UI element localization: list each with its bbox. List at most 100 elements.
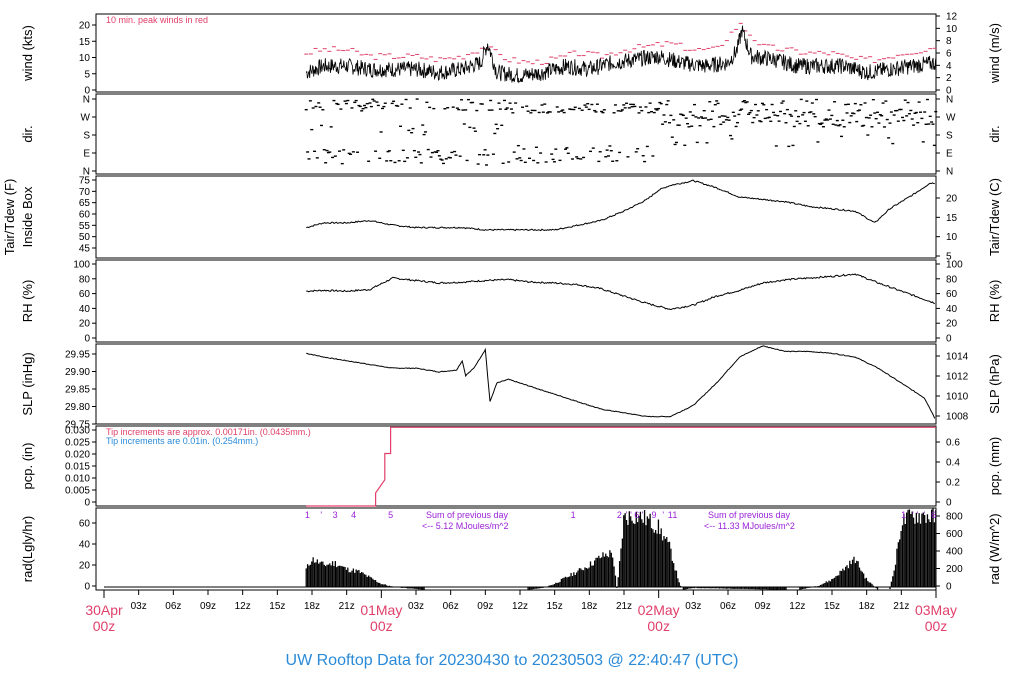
- air-temperature-line: [306, 179, 935, 232]
- pcp-left-label: pcp. (in): [20, 443, 35, 490]
- rh-panel-frame: [95, 259, 937, 343]
- rad-sum-1-line1: Sum of previous day: [426, 510, 509, 520]
- rh-left-tick-label: 40: [79, 304, 91, 315]
- hour-tick-label: 06z: [165, 601, 181, 612]
- rh-left-label: RH (%): [20, 280, 35, 323]
- hour-tick-label: 09z: [755, 601, 771, 612]
- dir-left-tick-label: W: [81, 113, 91, 124]
- temp-right-tick-label: 20: [946, 194, 958, 205]
- day-date-label: 30Apr: [85, 602, 123, 618]
- rh-right-tick-label: 100: [946, 260, 963, 271]
- wind-left-tick-label: 5: [84, 69, 90, 80]
- rh-left-tick-label: 80: [79, 274, 91, 285]
- pcp-note-blue: Tip increments are 0.01in. (0.254mm.): [106, 436, 258, 446]
- hour-tick-label: 12z: [235, 601, 251, 612]
- wind-left-tick-label: 10: [79, 53, 91, 64]
- hour-tick-label: 21z: [616, 601, 632, 612]
- temp-right-label: Tair/Tdew (C): [987, 178, 1002, 256]
- slp-right-label: SLP (hPa): [987, 354, 1002, 414]
- day-time-label: 00z: [370, 618, 393, 634]
- slp-right-tick-label: 1008: [946, 412, 969, 423]
- footer-title: UW Rooftop Data for 20230430 to 20230503…: [286, 652, 739, 669]
- dir-left-tick-label: N: [83, 167, 90, 178]
- dir-right-tick-label: N: [946, 167, 953, 178]
- rad-right-tick-label: 0: [946, 582, 952, 593]
- rad-marker-label: 5: [388, 510, 393, 520]
- hour-tick-label: 12z: [512, 601, 528, 612]
- wind-right-tick-label: 12: [946, 12, 958, 23]
- wind-right-tick-label: 0: [946, 86, 952, 97]
- slp-left-tick-label: 29.95: [65, 350, 90, 361]
- rad-marker-label: 3: [333, 510, 338, 520]
- slp-right-tick-label: 1010: [946, 392, 969, 403]
- hour-tick-label: 03z: [408, 601, 424, 612]
- rad-marker-label: 1: [305, 510, 310, 520]
- slp-left-tick-label: 29.85: [65, 385, 90, 396]
- pcp-left-tick-label: 0.005: [65, 486, 90, 497]
- rh-line: [306, 273, 936, 311]
- wind-left-tick-label: 0: [84, 86, 90, 97]
- rad-right-tick-label: 800: [946, 512, 963, 523]
- pcp-left-tick-label: 0.010: [65, 474, 90, 485]
- pcp-left-tick-label: 0.025: [65, 438, 90, 449]
- pcp-left-tick-label: 0.015: [65, 462, 90, 473]
- hour-tick-label: 09z: [200, 601, 216, 612]
- wind-right-tick-label: 6: [946, 49, 952, 60]
- dir-right-tick-label: W: [946, 113, 956, 124]
- rad-marker-label: ': [917, 510, 919, 520]
- rad-sum-1-line2: <-- 5.12 MJoules/m^2: [422, 521, 509, 531]
- rh-right-tick-label: 60: [946, 289, 958, 300]
- temp-left-tick-label: 45: [79, 244, 91, 255]
- pcp-right-tick-label: 0: [946, 498, 952, 509]
- rad-marker-label: ': [630, 510, 632, 520]
- wind-right-label: wind (m/s): [987, 23, 1002, 84]
- temp-left-tick-label: 65: [79, 198, 91, 209]
- day-date-label: 03May: [915, 602, 957, 618]
- pcp-right-tick-label: 0.6: [946, 438, 960, 449]
- hour-tick-label: 15z: [269, 601, 285, 612]
- day-time-label: 00z: [93, 618, 116, 634]
- pcp-left-tick-label: 0: [84, 498, 90, 509]
- rh-left-tick-label: 0: [84, 334, 90, 345]
- day-time-label: 00z: [647, 618, 670, 634]
- slp-right-tick-label: 1014: [946, 352, 969, 363]
- hour-tick-label: 18z: [859, 601, 875, 612]
- wind-panel-frame: [95, 13, 937, 93]
- dir-left-tick-label: N: [83, 95, 90, 106]
- wind-right-tick-label: 2: [946, 73, 952, 84]
- temp-left-label-2: Inside Box: [20, 186, 35, 247]
- slp-left-tick-label: 29.90: [65, 367, 90, 378]
- rh-right-tick-label: 20: [946, 319, 958, 330]
- hour-tick-label: 06z: [720, 601, 736, 612]
- wind-right-tick-label: 8: [946, 36, 952, 47]
- dir-right-tick-label: E: [946, 149, 953, 160]
- day-time-label: 00z: [925, 618, 948, 634]
- rh-right-tick-label: 0: [946, 334, 952, 345]
- day-date-label: 02May: [638, 602, 680, 618]
- dir-panel-frame: [95, 93, 937, 175]
- rad-right-tick-label: 400: [946, 547, 963, 558]
- rad-marker-label: 1: [668, 510, 673, 520]
- hour-tick-label: 15z: [547, 601, 563, 612]
- rad-marker-label: ': [625, 510, 627, 520]
- hour-tick-label: 06z: [443, 601, 459, 612]
- wind-left-label: wind (kts): [20, 25, 35, 82]
- pcp-left-tick-label: 0.030: [65, 426, 90, 437]
- rad-panel-frame: [95, 507, 937, 591]
- temp-left-label-1: Tair/Tdew (F): [2, 179, 17, 256]
- hour-tick-label: 03z: [131, 601, 147, 612]
- rad-marker-label: ': [912, 510, 914, 520]
- rad-right-tick-label: 600: [946, 529, 963, 540]
- dir-left-tick-label: E: [83, 149, 90, 160]
- hour-tick-label: 15z: [824, 601, 840, 612]
- rad-marker-label: 4: [351, 510, 356, 520]
- rh-right-tick-label: 80: [946, 274, 958, 285]
- rad-left-tick-label: 0: [84, 582, 90, 593]
- rad-marker-label: 1: [571, 510, 576, 520]
- temp-right-tick-label: 5: [946, 252, 952, 263]
- data-series: [104, 22, 937, 590]
- rh-left-tick-label: 60: [79, 289, 91, 300]
- rh-left-tick-label: 100: [73, 260, 90, 271]
- rad-marker-label: 1: [901, 510, 906, 520]
